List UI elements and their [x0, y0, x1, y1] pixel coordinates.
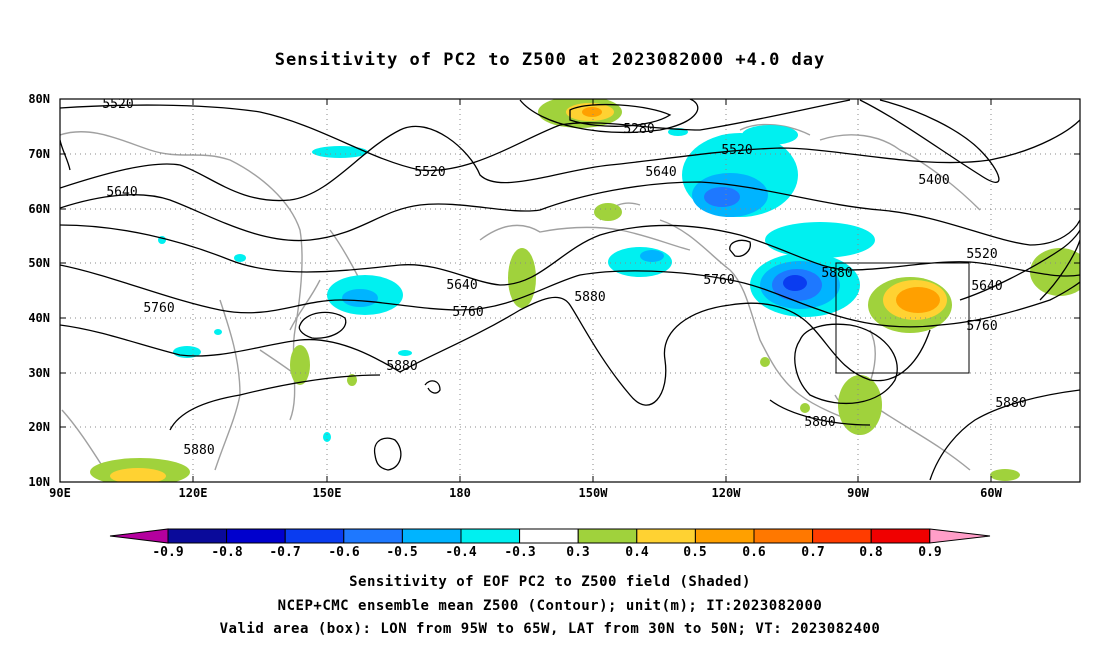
colorbar-cell	[109, 528, 169, 544]
contour-label: 5640	[971, 279, 1002, 294]
colorbar-label: 0.8	[859, 545, 883, 560]
colorbar-cell	[226, 528, 286, 544]
colorbar-label: -0.6	[328, 545, 360, 560]
colorbar-cell	[636, 528, 696, 544]
colorbar-label: -0.7	[269, 545, 301, 560]
colorbar-cell	[401, 528, 462, 544]
lon-label: 150E	[312, 486, 342, 500]
lon-label: 180	[449, 486, 471, 500]
colorbar-label: 0.9	[918, 545, 942, 560]
colorbar-cell	[870, 528, 931, 544]
colorbar-label: -0.5	[386, 545, 418, 560]
map-area: 5520 5280 5520 5400 5640 5520 5640 5520 …	[60, 97, 1080, 482]
colorbar-label: -0.8	[211, 545, 243, 560]
contour-label: 5520	[721, 143, 752, 158]
contour-label: 5760	[966, 319, 997, 334]
contour-label: 5880	[183, 443, 214, 458]
colorbar-cell	[460, 528, 521, 544]
lon-label: 90W	[847, 486, 869, 500]
colorbar-cell	[929, 528, 991, 544]
colorbar-label: 0.4	[625, 545, 649, 560]
colorbar-label: 0.6	[742, 545, 766, 560]
contour-label: 5520	[102, 97, 133, 112]
lat-label: 10N	[28, 475, 50, 489]
contour-label: 5880	[821, 266, 852, 281]
colorbar-label: -0.3	[504, 545, 536, 560]
contour-label: 5640	[106, 185, 137, 200]
colorbar-label: -0.4	[445, 545, 477, 560]
colorbar-label: 0.5	[683, 545, 707, 560]
colorbar-label: -0.9	[152, 545, 184, 560]
colorbar-cell	[753, 528, 814, 544]
lon-label: 120E	[178, 486, 208, 500]
colorbar-cell	[519, 528, 579, 544]
contour-label: 5880	[386, 359, 417, 374]
contour-label: 5640	[446, 278, 477, 293]
lat-label: 60N	[28, 202, 50, 216]
contour-label: 5880	[804, 415, 835, 430]
contour-label: 5880	[574, 290, 605, 305]
colorbar-cell	[284, 528, 345, 544]
lat-label: 70N	[28, 147, 50, 161]
contour-label: 5760	[452, 305, 483, 320]
colorbar-cell	[812, 528, 872, 544]
lat-label: 80N	[28, 92, 50, 106]
lat-label: 20N	[28, 420, 50, 434]
colorbar-label: 0.7	[801, 545, 825, 560]
valid-area-box	[835, 262, 970, 374]
caption-valid-area: Valid area (box): LON from 95W to 65W, L…	[219, 621, 881, 637]
colorbar-label: 0.3	[566, 545, 590, 560]
contour-lines	[60, 99, 1080, 481]
lon-label: 120W	[711, 486, 741, 500]
colorbar-cell	[694, 528, 755, 544]
map-title: Sensitivity of PC2 to Z500 at 2023082000…	[274, 50, 826, 70]
lon-label: 60W	[980, 486, 1002, 500]
caption-shaded: Sensitivity of EOF PC2 to Z500 field (Sh…	[349, 574, 751, 590]
colorbar-cell	[577, 528, 638, 544]
colorbar-cell	[343, 528, 403, 544]
lat-label: 50N	[28, 256, 50, 270]
contour-label: 5760	[703, 273, 734, 288]
axis-ticks	[60, 98, 1080, 482]
lon-label: 90E	[49, 486, 71, 500]
contour-label: 5520	[966, 247, 997, 262]
lat-label: 40N	[28, 311, 50, 325]
contour-label: 5760	[143, 301, 174, 316]
lat-label: 30N	[28, 366, 50, 380]
map-frame	[59, 98, 1081, 483]
colorbar-cell	[167, 528, 228, 544]
contour-label: 5520	[414, 165, 445, 180]
contour-label: 5400	[918, 173, 949, 188]
contour-label: 5640	[645, 165, 676, 180]
contour-label: 5280	[623, 122, 654, 137]
lon-label: 150W	[578, 486, 608, 500]
contour-value-labels: 5520 5280 5520 5400 5640 5520 5640 5520 …	[102, 97, 1026, 458]
caption-contour: NCEP+CMC ensemble mean Z500 (Contour); u…	[277, 598, 823, 614]
contour-label: 5880	[995, 396, 1026, 411]
colorbar	[109, 528, 991, 544]
